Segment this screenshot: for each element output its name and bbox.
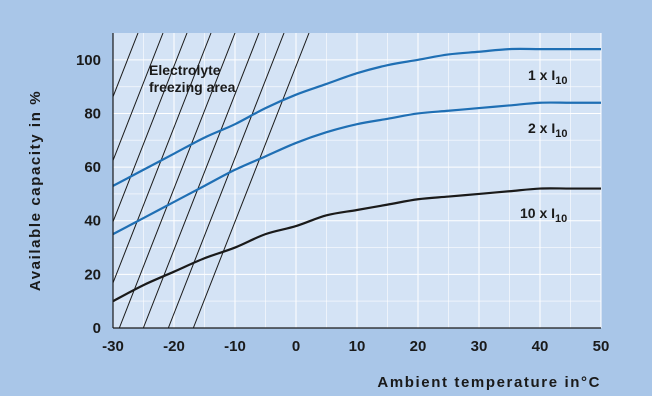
y-tick-label-3: 60 [84, 159, 101, 176]
y-tick-label-5: 100 [76, 52, 101, 69]
series-label-2x-main: 2 x I [528, 120, 555, 136]
hatch-line-6 [142, 33, 260, 328]
series-label-1x: 1 x I10 [528, 67, 568, 87]
y-tick-label-1: 20 [84, 266, 101, 283]
x-tick-label-3: 0 [292, 338, 300, 355]
series-label-10x-sub: 10 [555, 213, 567, 225]
series-label-10x-main: 10 x I [520, 205, 555, 221]
x-tick-label-1: -20 [163, 338, 185, 355]
hatch-line-3 [113, 33, 188, 224]
x-tick-label-8: 50 [593, 338, 610, 355]
hatch-line-2 [113, 33, 164, 162]
axes [112, 33, 601, 329]
x-axis-label: Ambient temperature in°C [377, 374, 601, 391]
x-tick-label-7: 40 [532, 338, 549, 355]
series-label-10x: 10 x I10 [520, 205, 567, 225]
series-label-1x-main: 1 x I [528, 67, 555, 83]
hatch-line-1 [113, 33, 139, 99]
x-tick-label-2: -10 [224, 338, 246, 355]
y-tick-label-4: 80 [84, 105, 101, 122]
hatch-line-7 [167, 33, 285, 328]
x-tick-label-6: 30 [471, 338, 488, 355]
tick-labels: -30 -20 -10 0 10 20 30 40 50 0 20 40 60 80 100 [76, 52, 609, 355]
y-axis-label: Available capacity in % [27, 90, 44, 291]
freezing-area-annotation-line-2: freezing area [149, 79, 236, 95]
grid-lines [113, 33, 602, 328]
series-line-0 [112, 47, 601, 187]
hatch-line-8 [192, 33, 310, 328]
series-line-1 [112, 101, 601, 236]
series-lines [112, 47, 601, 303]
y-tick-label-2: 40 [84, 213, 101, 230]
series-label-2x: 2 x I10 [528, 120, 568, 140]
series-label-1x-sub: 10 [555, 75, 567, 87]
series-label-2x-sub: 10 [555, 128, 567, 140]
x-tick-label-0: -30 [102, 338, 124, 355]
x-tick-label-4: 10 [349, 338, 366, 355]
x-tick-label-5: 20 [410, 338, 427, 355]
series-line-2 [112, 187, 601, 303]
hatch-line-5 [118, 33, 236, 328]
hatch-line-4 [113, 33, 212, 285]
freezing-area-hatching [113, 33, 310, 328]
y-tick-label-0: 0 [93, 320, 101, 337]
freezing-area-annotation-line-1: Electrolyte [149, 62, 221, 78]
